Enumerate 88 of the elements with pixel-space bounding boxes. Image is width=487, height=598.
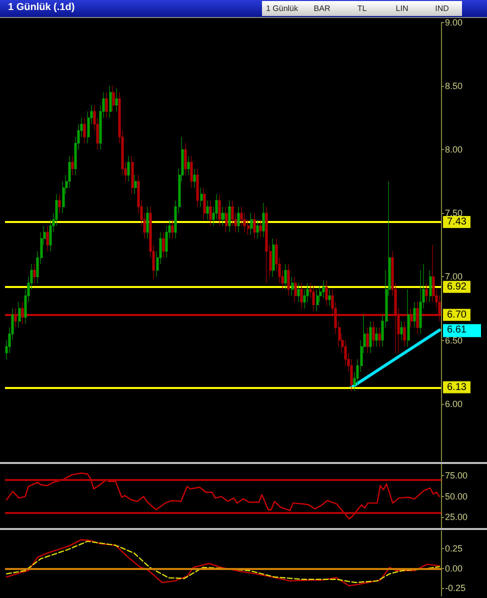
y-tick-label: 25.00 <box>445 512 468 522</box>
y-tick-label: 50.00 <box>445 491 468 502</box>
y-tick-label: 7.50 <box>445 208 463 218</box>
chart-title: 1 Günlük (.1d) <box>8 2 75 13</box>
text: 6.61 <box>447 324 467 336</box>
candlestick <box>228 200 231 233</box>
y-tick-label: 0.00 <box>445 563 463 574</box>
candlestick <box>400 320 403 341</box>
candlestick <box>225 206 228 233</box>
candlestick <box>425 282 428 302</box>
candlestick <box>272 238 275 278</box>
candlestick <box>127 156 130 182</box>
text: BAR <box>302 1 342 16</box>
candlestick <box>203 187 206 220</box>
candlestick <box>322 280 325 299</box>
candlestick <box>300 282 303 309</box>
candlestick <box>237 206 240 233</box>
candlestick <box>218 194 221 226</box>
candlestick <box>284 264 287 290</box>
candlestick <box>328 289 331 306</box>
candlestick <box>58 194 61 214</box>
candlestick <box>33 264 36 284</box>
y-tick-label: 8.00 <box>445 144 463 155</box>
candlestick <box>375 327 378 347</box>
candlestick <box>416 302 419 334</box>
candlestick <box>265 206 268 284</box>
candlestick <box>297 282 300 302</box>
candlestick <box>294 276 297 302</box>
candlestick <box>105 92 108 118</box>
text: 1 Günlük <box>262 1 302 16</box>
text: TL <box>342 1 382 16</box>
candlestick <box>369 320 372 354</box>
candlestick <box>83 118 86 144</box>
y-tick-label: 0.25 <box>445 543 463 554</box>
candlestick <box>146 206 149 239</box>
candlestick <box>112 86 115 112</box>
candlestick <box>316 289 319 312</box>
candlestick <box>262 202 265 238</box>
ref-line-label: 7.43 <box>447 216 467 228</box>
candlestick <box>131 156 134 194</box>
candlestick <box>413 302 416 328</box>
text: LIN <box>382 1 422 16</box>
candlestick <box>18 302 21 328</box>
candlestick <box>14 308 17 328</box>
y-tick-label: 75.00 <box>445 470 468 481</box>
candlestick <box>196 168 199 208</box>
candlestick <box>171 219 174 239</box>
candlestick <box>259 219 262 238</box>
y-tick-label: 8.50 <box>445 81 463 92</box>
candlestick <box>410 308 413 328</box>
candlestick <box>221 206 225 226</box>
ref-line-label: 6.70 <box>447 309 467 320</box>
candlestick <box>403 320 406 347</box>
candlestick <box>190 156 193 188</box>
candlestick <box>46 226 49 252</box>
candlestick <box>134 174 137 194</box>
candlestick <box>429 270 432 302</box>
candlestick <box>193 168 196 188</box>
y-tick-label: 6.00 <box>445 398 463 409</box>
candlestick <box>115 88 118 112</box>
candlestick <box>206 200 209 220</box>
candlestick <box>200 187 203 208</box>
candlestick <box>187 156 190 176</box>
candlestick <box>71 156 74 176</box>
y-tick-label: 6.50 <box>445 335 463 346</box>
candlestick <box>407 289 410 347</box>
candlestick <box>291 276 294 296</box>
candlestick <box>209 200 212 226</box>
candlestick <box>287 264 290 296</box>
candlestick <box>109 86 112 118</box>
candlestick <box>378 327 381 347</box>
candlestick <box>21 302 24 324</box>
candlestick <box>366 327 369 354</box>
y-tick-label: 7.00 <box>445 272 463 282</box>
text: IND <box>422 1 462 16</box>
candlestick <box>253 212 256 239</box>
candlestick <box>325 280 328 306</box>
y-tick-label: -0.25 <box>445 583 466 594</box>
ref-line-label: 6.13 <box>447 382 467 393</box>
ref-line-label: 6.92 <box>447 281 467 292</box>
candlestick <box>372 320 375 347</box>
candlestick <box>250 212 253 236</box>
line-series <box>6 472 440 520</box>
candlestick <box>184 142 187 176</box>
candlestick <box>256 219 259 239</box>
candlestick <box>162 232 165 258</box>
candlestick <box>312 285 315 312</box>
y-tick-label: 9.00 <box>445 18 463 28</box>
